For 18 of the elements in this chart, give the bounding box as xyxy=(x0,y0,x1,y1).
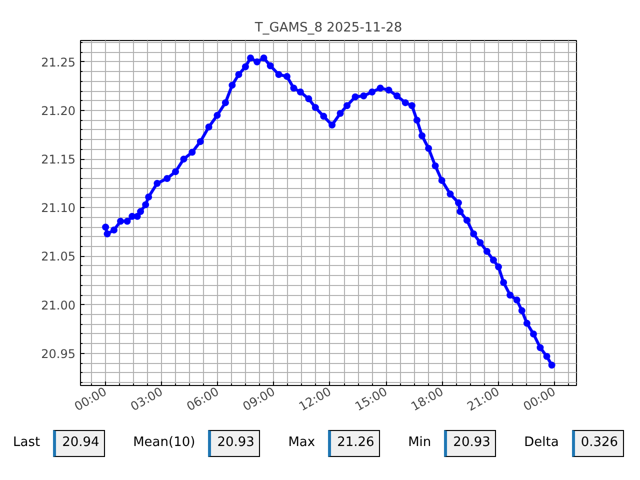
text: Delta xyxy=(524,434,559,452)
chart-title: T_GAMS_8 2025-11-28 xyxy=(254,20,402,36)
text: Last xyxy=(13,434,40,452)
y-tick-label: 21.00 xyxy=(41,298,76,312)
text: 20.94 xyxy=(62,434,100,452)
y-tick-label: 21.20 xyxy=(41,104,76,118)
text: Max xyxy=(288,434,316,452)
y-tick-label: 21.15 xyxy=(41,152,76,167)
text: 0.326 xyxy=(580,434,618,452)
y-tick-label: 21.05 xyxy=(41,250,76,264)
y-tick-label: 20.95 xyxy=(41,346,76,361)
y-tick-label: 21.25 xyxy=(41,55,76,70)
text: Min xyxy=(408,434,432,452)
text: Mean(10) xyxy=(133,434,196,452)
text: 21.26 xyxy=(337,434,374,452)
y-tick-label: 21.10 xyxy=(41,201,76,216)
text: 20.93 xyxy=(453,434,490,452)
text: 20.93 xyxy=(217,434,254,452)
